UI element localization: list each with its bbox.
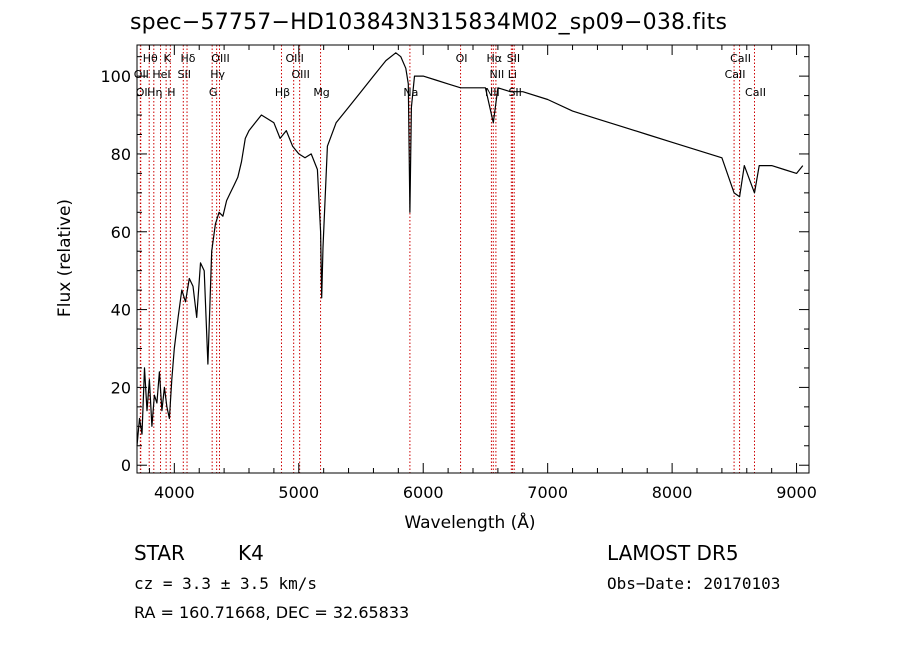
y-tick-label: 60: [111, 223, 131, 242]
x-axis-label: Wavelength (Å): [404, 511, 535, 533]
line-marker-label: OII: [134, 68, 149, 81]
line-marker-label: NII: [490, 68, 505, 81]
line-marker-label: G: [209, 86, 218, 99]
spectral-subclass: K4: [238, 541, 264, 565]
line-marker-label: Hδ: [181, 52, 196, 65]
y-tick-label: 40: [111, 301, 131, 320]
line-marker-label: SII: [178, 68, 191, 81]
y-tick-label: 20: [111, 378, 131, 397]
line-marker-label: Na: [403, 86, 418, 99]
line-marker-label: SII: [508, 86, 521, 99]
plot-frame: [136, 44, 810, 474]
y-tick-label: 100: [100, 67, 131, 86]
line-marker-label: CaII: [730, 52, 751, 65]
line-marker-label: OI: [136, 86, 148, 99]
line-marker-label: Hθ: [143, 52, 158, 65]
x-tick-label: 8000: [652, 483, 693, 502]
line-marker-label: Hβ: [275, 86, 290, 99]
object-class: STAR: [134, 541, 185, 565]
line-marker-label: HeI: [152, 68, 170, 81]
line-marker-label: OIII: [211, 52, 229, 65]
line-marker-label: SII: [507, 52, 520, 65]
line-marker-label: Hα: [487, 52, 503, 65]
line-marker-label: Mg: [313, 86, 329, 99]
x-tick-label: 6000: [403, 483, 444, 502]
line-marker-label: CaII: [745, 86, 766, 99]
line-marker-label: OIII: [285, 52, 303, 65]
chart-title: spec−57757−HD103843N315834M02_sp09−038.f…: [130, 10, 728, 35]
y-tick-label: 80: [111, 145, 131, 164]
spectrum-line: [136, 52, 804, 446]
line-marker-label: Hγ: [210, 68, 225, 81]
y-tick-label: 0: [121, 456, 131, 475]
line-marker-label: OI: [456, 52, 468, 65]
x-tick-label: 5000: [278, 483, 319, 502]
line-marker-label: NII: [485, 86, 500, 99]
observation-date: Obs−Date: 20170103: [607, 574, 781, 593]
line-marker-label: H: [167, 86, 175, 99]
x-tick-label: 9000: [776, 483, 817, 502]
line-marker-label: CaII: [725, 68, 746, 81]
x-tick-label: 4000: [154, 483, 195, 502]
line-marker-label: Li: [508, 68, 517, 81]
line-marker-label: OIII: [291, 68, 309, 81]
line-marker-label: Hη: [147, 86, 162, 99]
survey-name: LAMOST DR5: [607, 541, 739, 565]
coordinates: RA = 160.71668, DEC = 32.65833: [134, 603, 410, 622]
line-marker-label: K: [164, 52, 172, 65]
y-axis-label: Flux (relative): [55, 199, 75, 317]
redshift-cz: cz = 3.3 ± 3.5 km/s: [134, 574, 318, 593]
x-tick-label: 7000: [527, 483, 568, 502]
